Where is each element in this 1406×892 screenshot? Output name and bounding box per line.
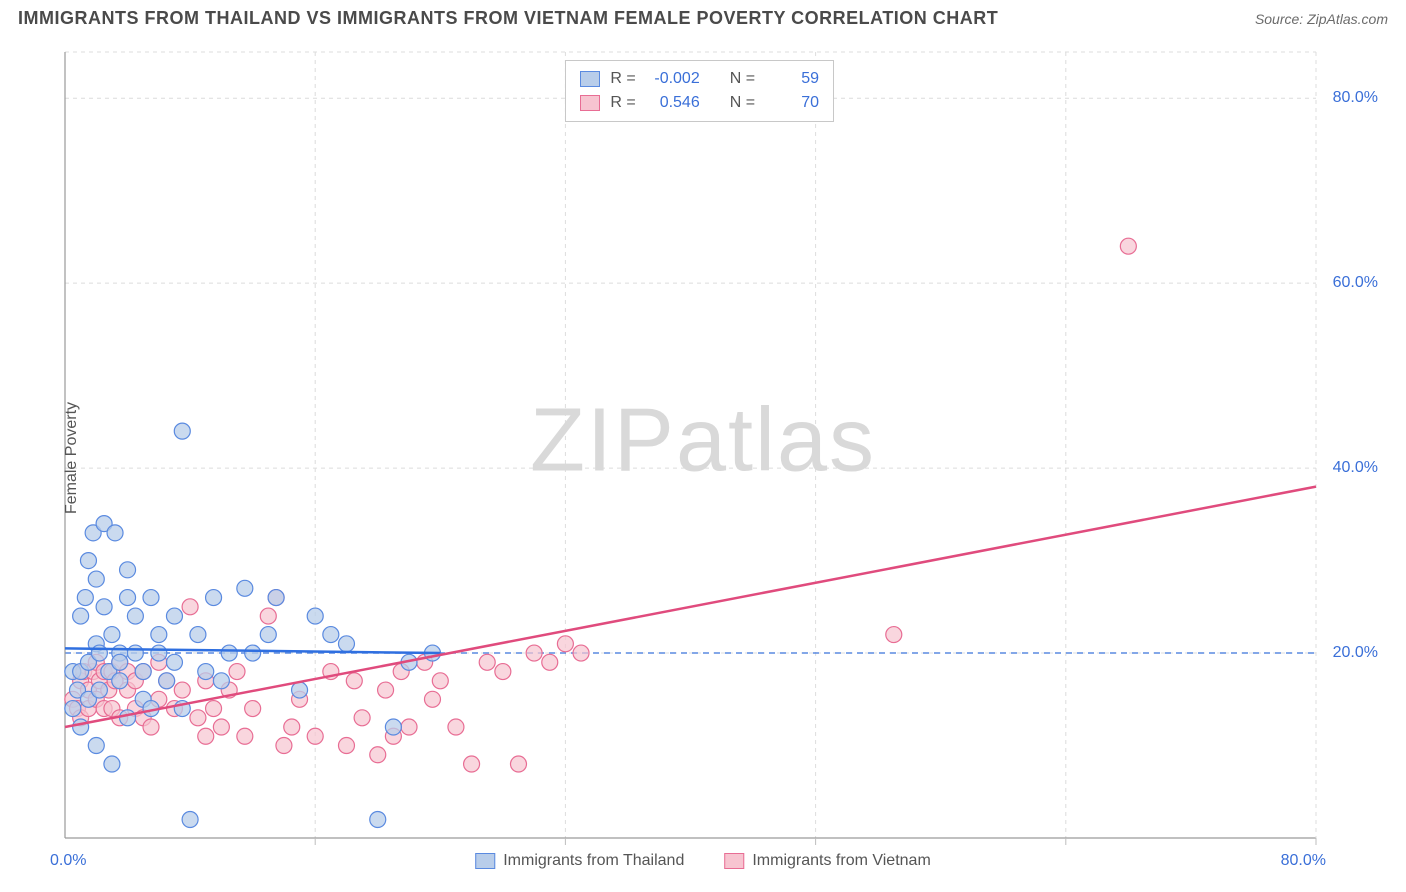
legend-label-thailand: Immigrants from Thailand: [503, 852, 684, 870]
y-axis-label: Female Poverty: [63, 402, 81, 514]
n-value: 70: [765, 91, 819, 115]
stats-swatch: [580, 95, 600, 111]
r-value: -0.002: [646, 67, 700, 91]
legend-item-vietnam: Immigrants from Vietnam: [724, 852, 930, 870]
source-name: ZipAtlas.com: [1307, 11, 1388, 27]
n-value: 59: [765, 67, 819, 91]
y-tick-label: 60.0%: [1333, 274, 1378, 292]
legend-label-vietnam: Immigrants from Vietnam: [752, 852, 930, 870]
source-prefix: Source:: [1255, 11, 1307, 27]
y-tick-label: 20.0%: [1333, 644, 1378, 662]
chart-area: Female Poverty ZIPatlas R =-0.002N =59R …: [20, 40, 1386, 876]
chart-title: IMMIGRANTS FROM THAILAND VS IMMIGRANTS F…: [18, 8, 998, 29]
series-legend: Immigrants from Thailand Immigrants from…: [475, 852, 931, 870]
r-value: 0.546: [646, 91, 700, 115]
scatter-chart-svg: [20, 40, 1386, 876]
n-label: N =: [730, 67, 755, 91]
legend-swatch-thailand: [475, 853, 495, 869]
legend-swatch-vietnam: [724, 853, 744, 869]
x-axis-legend-row: 0.0% Immigrants from Thailand Immigrants…: [20, 846, 1386, 876]
x-min-label: 0.0%: [50, 852, 86, 870]
correlation-stats-box: R = -0.002 N = 59 R = 0.546 N = 70: [565, 60, 834, 122]
source-attribution: Source: ZipAtlas.com: [1255, 11, 1388, 27]
n-label: N =: [730, 91, 755, 115]
y-tick-label: 80.0%: [1333, 89, 1378, 107]
r-label: R =: [610, 67, 635, 91]
x-max-label: 80.0%: [1281, 852, 1326, 870]
stats-row: R = -0.002 N = 59: [580, 67, 819, 91]
legend-item-thailand: Immigrants from Thailand: [475, 852, 684, 870]
stats-swatch: [580, 71, 600, 87]
y-tick-label: 40.0%: [1333, 459, 1378, 477]
r-label: R =: [610, 91, 635, 115]
stats-row: R = 0.546 N = 70: [580, 91, 819, 115]
